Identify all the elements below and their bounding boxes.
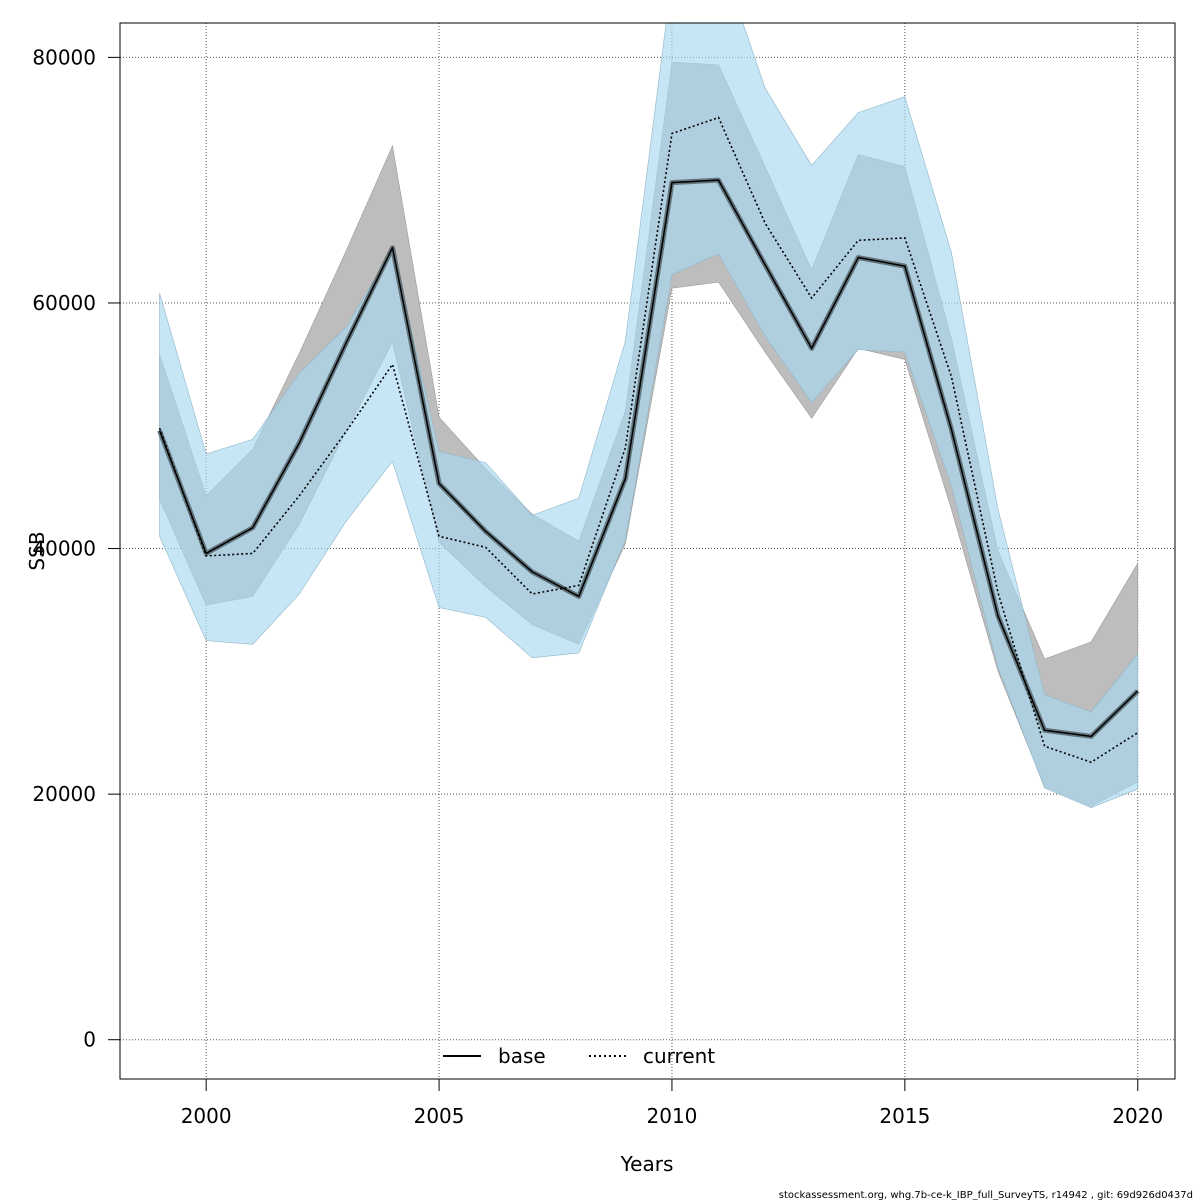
x-tick-label-2000: 2000 xyxy=(181,1104,232,1128)
confidence-bands xyxy=(159,23,1139,808)
line-base xyxy=(158,179,1139,738)
x-tick-label-2005: 2005 xyxy=(414,1104,465,1128)
y-tick-label-20000: 20000 xyxy=(32,782,96,806)
x-axis-title: Years xyxy=(620,1152,674,1176)
y-tick-label-60000: 60000 xyxy=(32,291,96,315)
legend: base current xyxy=(443,1044,715,1068)
series-lines xyxy=(157,116,1140,764)
band-current xyxy=(159,23,1139,808)
legend-current-label: current xyxy=(643,1044,715,1068)
x-tick-label-2010: 2010 xyxy=(647,1104,698,1128)
plot-frame xyxy=(119,22,1176,1080)
footer-credit: stockassessment.org, whg.7b-ce-k_IBP_ful… xyxy=(779,1190,1193,1200)
x-tick-label-2020: 2020 xyxy=(1112,1104,1163,1128)
y-tick-label-40000: 40000 xyxy=(32,537,96,561)
y-tick-label-80000: 80000 xyxy=(32,45,96,69)
x-tick-label-2015: 2015 xyxy=(879,1104,930,1128)
y-axis-title: SSB xyxy=(25,531,49,570)
line-current xyxy=(158,116,1139,764)
x-axis: 2000 2005 2010 2015 2020 xyxy=(181,1079,1163,1128)
legend-base-label: base xyxy=(498,1044,546,1068)
y-tick-label-0: 0 xyxy=(83,1028,96,1052)
y-axis: 0 20000 40000 60000 80000 xyxy=(32,45,120,1052)
